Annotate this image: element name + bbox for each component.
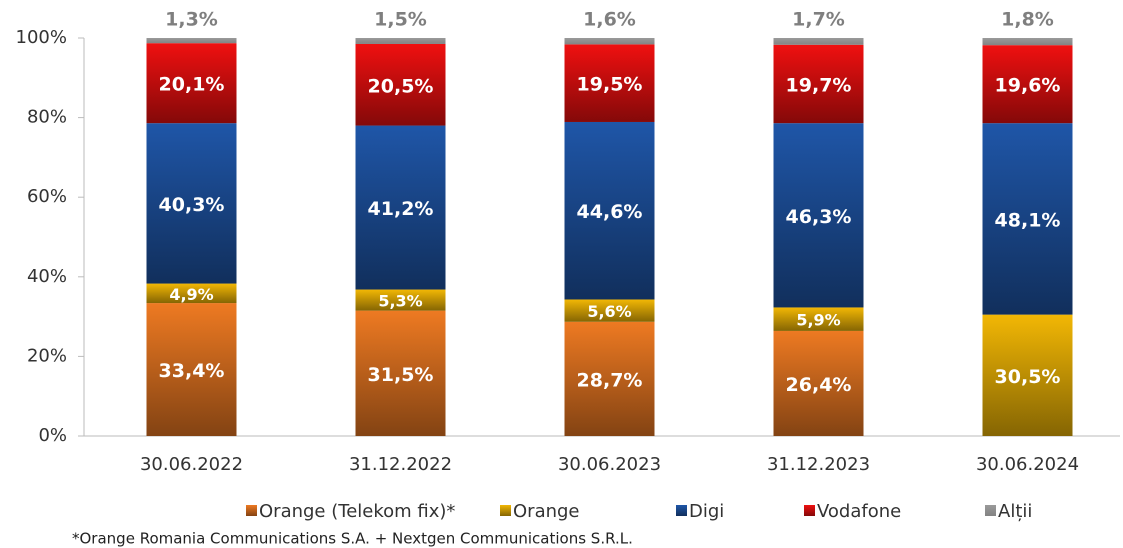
data-label: 48,1% — [995, 209, 1061, 231]
legend-swatch — [676, 505, 687, 516]
legend-label: Orange (Telekom fix)* — [259, 501, 455, 522]
y-tick-label: 40% — [27, 266, 67, 287]
x-tick-label: 31.12.2022 — [349, 454, 452, 475]
bar-segment — [355, 310, 446, 436]
bar-segment — [564, 321, 655, 436]
y-tick-label: 20% — [27, 345, 67, 366]
x-tick-label: 30.06.2024 — [976, 454, 1079, 475]
data-label: 1,5% — [374, 9, 427, 31]
data-label: 5,9% — [796, 311, 840, 330]
data-label: 31,5% — [368, 364, 434, 386]
bar-segment — [355, 38, 446, 44]
x-tick-label: 31.12.2023 — [767, 454, 870, 475]
data-label: 5,6% — [587, 302, 631, 321]
data-label: 33,4% — [159, 360, 225, 382]
bar-segment — [146, 38, 237, 44]
bar-segment — [146, 283, 237, 304]
bar-segment — [982, 45, 1073, 124]
x-tick-label: 30.06.2023 — [558, 454, 661, 475]
legend-label: Alții — [998, 501, 1032, 522]
data-label: 19,6% — [995, 75, 1061, 97]
legend-label: Vodafone — [817, 501, 901, 522]
y-tick-label: 100% — [16, 27, 67, 48]
data-label: 1,6% — [583, 9, 636, 31]
bar-segment — [564, 44, 655, 122]
legend-swatch — [500, 505, 511, 516]
data-label: 4,9% — [169, 285, 213, 304]
data-label: 1,3% — [165, 9, 218, 31]
footnote: *Orange Romania Communications S.A. + Ne… — [72, 530, 633, 548]
data-label: 44,6% — [577, 201, 643, 223]
x-tick-label: 30.06.2022 — [140, 454, 243, 475]
bar-segment — [982, 314, 1073, 436]
bar-segment — [982, 38, 1073, 46]
bar-segment — [355, 289, 446, 311]
bar-segment — [355, 125, 446, 290]
data-label: 28,7% — [577, 369, 643, 391]
bar-segment — [564, 38, 655, 45]
legend-swatch — [985, 505, 996, 516]
bar-segment — [773, 307, 864, 331]
bar-segment — [773, 123, 864, 308]
legend-swatch — [246, 505, 257, 516]
bar-segment — [773, 44, 864, 124]
data-label: 30,5% — [995, 366, 1061, 388]
bar-segment — [773, 330, 864, 436]
bar-segment — [564, 299, 655, 322]
data-label: 20,1% — [159, 74, 225, 96]
data-label: 41,2% — [368, 198, 434, 220]
y-tick-label: 80% — [27, 107, 67, 128]
data-label: 46,3% — [786, 206, 852, 228]
y-tick-label: 0% — [38, 425, 67, 446]
data-label: 5,3% — [378, 292, 422, 311]
y-tick-label: 60% — [27, 186, 67, 207]
data-label: 1,8% — [1001, 9, 1054, 31]
legend-swatch — [804, 505, 815, 516]
bar-segment — [146, 303, 237, 436]
data-label: 26,4% — [786, 374, 852, 396]
data-label: 19,5% — [577, 74, 643, 96]
bar-segment — [982, 123, 1073, 315]
bar-segment — [355, 43, 446, 126]
bar-segment — [146, 123, 237, 284]
legend-label: Orange — [513, 501, 580, 522]
data-label: 1,7% — [792, 9, 845, 31]
data-label: 40,3% — [159, 194, 225, 216]
bar-segment — [564, 121, 655, 300]
data-label: 19,7% — [786, 74, 852, 96]
bar-segment — [146, 43, 237, 124]
legend-label: Digi — [689, 501, 724, 522]
bar-segment — [773, 38, 864, 45]
data-label: 20,5% — [368, 75, 434, 97]
